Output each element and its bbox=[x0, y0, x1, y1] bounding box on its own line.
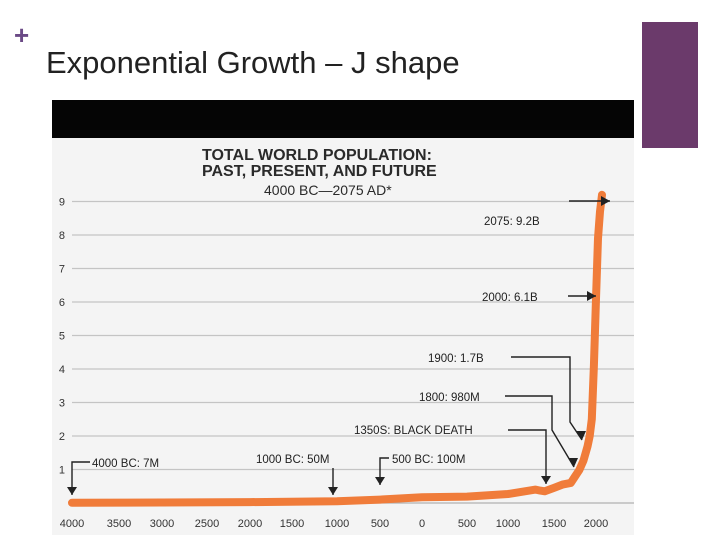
x-tick-label: 3000 bbox=[150, 518, 174, 530]
slide-bullet: + bbox=[14, 20, 30, 50]
annotation-label: 1900: 1.7B bbox=[428, 353, 484, 365]
chart-background bbox=[52, 138, 634, 535]
x-tick-label: 0 bbox=[419, 518, 425, 530]
annotation-arrowhead bbox=[375, 477, 385, 485]
x-tick-label: 500 bbox=[458, 518, 476, 530]
annotation-label: 1000 BC: 50M bbox=[256, 454, 330, 466]
annotation-arrowhead bbox=[541, 476, 551, 484]
x-tick-label: 1000 bbox=[496, 518, 520, 530]
annotation-label: 500 BC: 100M bbox=[392, 454, 466, 466]
annotation: 2075: 9.2B bbox=[484, 196, 610, 228]
series-line bbox=[68, 190, 606, 507]
x-tick-label: 1000 bbox=[325, 518, 349, 530]
chart-header-bar bbox=[52, 100, 634, 138]
chart-date-range: 4000 BC—2075 AD* bbox=[264, 182, 392, 198]
annotation: 4000 BC: 7M bbox=[67, 458, 159, 495]
annotation-line bbox=[71, 461, 90, 495]
annotation: 1800: 980M bbox=[419, 392, 578, 468]
annotation: 1000 BC: 50M bbox=[256, 454, 338, 495]
annotation-label: 2075: 9.2B bbox=[484, 216, 540, 228]
annotation-arrowhead bbox=[568, 458, 578, 467]
y-tick-label: 6 bbox=[59, 297, 65, 309]
x-tick-label: 3500 bbox=[107, 518, 131, 530]
annotation-arrowhead bbox=[67, 487, 77, 495]
y-tick-label: 9 bbox=[59, 197, 65, 209]
annotation-label: 4000 BC: 7M bbox=[92, 458, 159, 470]
annotation-line bbox=[379, 457, 389, 485]
annotation-line bbox=[505, 395, 575, 468]
x-tick-label: 500 bbox=[371, 518, 389, 530]
series-layer bbox=[68, 190, 606, 507]
x-tick-label: 1500 bbox=[542, 518, 566, 530]
annotation: 500 BC: 100M bbox=[375, 454, 466, 485]
annotation-label: 1350S: BLACK DEATH bbox=[354, 425, 473, 437]
chart-subtitle: PAST, PRESENT, AND FUTURE bbox=[202, 163, 437, 180]
y-tick-label: 8 bbox=[59, 230, 65, 242]
annotation-label: 1800: 980M bbox=[419, 392, 480, 404]
annotations: 4000 BC: 7M 1000 BC: 50M 500 BC: 100M 1350S… bbox=[67, 196, 610, 495]
slide-title: Exponential Growth – J shape bbox=[46, 45, 460, 80]
annotation-label: 2000: 6.1B bbox=[482, 292, 538, 304]
x-axis-ticks: 4000 3500 3000 2500 2000 1500 1000 500 0 500 1000 1… bbox=[60, 518, 608, 530]
annotation-line bbox=[508, 429, 547, 484]
y-tick-label: 2 bbox=[59, 431, 65, 443]
annotation-arrowhead bbox=[328, 487, 338, 495]
y-tick-label: 7 bbox=[59, 264, 65, 276]
y-tick-label: 4 bbox=[59, 364, 65, 376]
x-tick-label: 4000 bbox=[60, 518, 84, 530]
annotation: 1900: 1.7B bbox=[428, 353, 586, 441]
annotation: 2000: 6.1B bbox=[482, 291, 596, 304]
x-tick-label: 2500 bbox=[195, 518, 219, 530]
y-tick-label: 5 bbox=[59, 331, 65, 343]
accent-block bbox=[642, 22, 698, 148]
annotation-arrowhead bbox=[576, 431, 586, 440]
annotation-arrowhead bbox=[587, 291, 596, 301]
x-tick-label: 2000 bbox=[584, 518, 608, 530]
chart-canvas: 4000 BC: 7M 1000 BC: 50M 500 BC: 100M 1350S… bbox=[52, 100, 634, 535]
x-tick-label: 1500 bbox=[280, 518, 304, 530]
annotation-arrowhead bbox=[601, 196, 610, 206]
x-tick-label: 2000 bbox=[238, 518, 262, 530]
annotation: 1350S: BLACK DEATH bbox=[354, 425, 551, 484]
y-axis-ticks: 1 2 3 4 5 6 7 8 9 bbox=[59, 197, 65, 477]
population-chart: 4000 BC: 7M 1000 BC: 50M 500 BC: 100M 1350S… bbox=[52, 100, 634, 535]
chart-title: TOTAL WORLD POPULATION: bbox=[202, 147, 432, 164]
y-tick-label: 1 bbox=[59, 465, 65, 477]
y-tick-label: 3 bbox=[59, 398, 65, 410]
